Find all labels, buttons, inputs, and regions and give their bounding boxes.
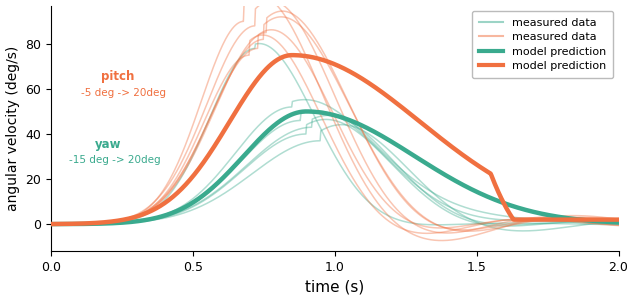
Text: yaw: yaw <box>95 137 121 151</box>
X-axis label: time (s): time (s) <box>305 279 365 294</box>
Text: -5 deg -> 20deg: -5 deg -> 20deg <box>81 88 165 98</box>
Y-axis label: angular velocity (deg/s): angular velocity (deg/s) <box>6 46 20 211</box>
Legend: measured data, measured data, model prediction, model prediction: measured data, measured data, model pred… <box>472 11 613 78</box>
Text: pitch: pitch <box>101 70 134 83</box>
Text: -15 deg -> 20deg: -15 deg -> 20deg <box>69 155 161 165</box>
